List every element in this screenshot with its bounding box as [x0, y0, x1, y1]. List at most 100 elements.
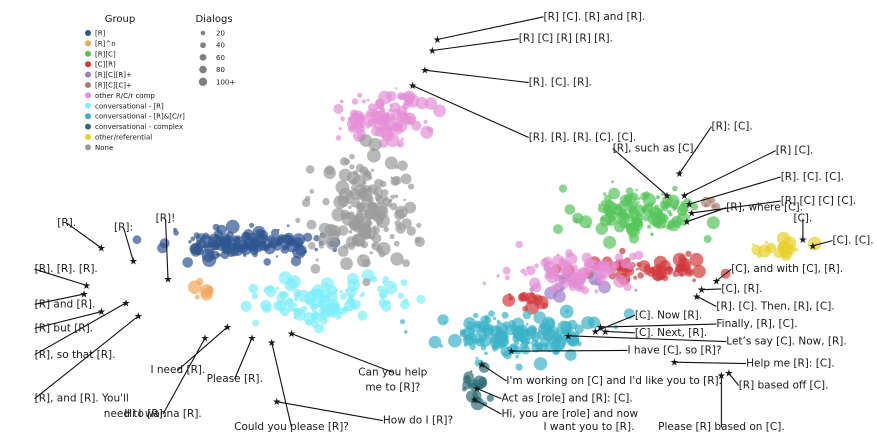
scatter-point — [547, 270, 555, 278]
annotation-star-marker: ★ — [663, 191, 672, 202]
annotation-star-marker: ★ — [134, 312, 143, 323]
scatter-point — [710, 204, 715, 208]
scatter-point — [393, 119, 401, 127]
annotation-leader — [568, 335, 727, 343]
scatter-point — [763, 248, 767, 252]
scatter-point — [492, 344, 498, 350]
scatter-point — [291, 278, 295, 282]
scatter-point — [328, 224, 333, 229]
scatter-point — [653, 216, 667, 229]
annotation-label: [R] [C] [C] [C]. — [781, 195, 856, 207]
scatter-point — [635, 188, 638, 192]
scatter-point — [659, 260, 671, 272]
scatter-point — [672, 206, 677, 211]
annotation-label: [R]! — [156, 213, 176, 225]
scatter-point — [333, 195, 348, 209]
annotation-leader — [424, 69, 529, 84]
annotation-leader — [34, 293, 85, 305]
scatter-point — [286, 224, 290, 227]
legend-size-label: 40 — [216, 42, 225, 50]
legend-size-label: 100+ — [216, 78, 235, 86]
scatter-point — [318, 222, 331, 235]
annotation-leader — [691, 200, 781, 214]
scatter-point — [224, 246, 233, 255]
scatter-point — [692, 278, 696, 283]
scatter-point — [643, 269, 650, 275]
annotation-star-marker: ★ — [687, 208, 696, 219]
annotation-leader — [34, 311, 102, 329]
scatter-point — [295, 217, 301, 223]
scatter-point — [636, 261, 642, 267]
scatter-point — [373, 117, 388, 132]
scatter-point — [400, 300, 410, 310]
scatter-point — [504, 275, 510, 281]
legend-group-label: [R] — [95, 30, 106, 38]
scatter-point — [530, 333, 537, 340]
scatter-point — [484, 351, 488, 356]
scatter-point — [581, 286, 590, 295]
scatter-point — [634, 250, 644, 260]
scatter-points — [132, 87, 822, 411]
annotation-star-marker: ★ — [675, 169, 684, 180]
scatter-point — [400, 319, 405, 325]
annotation-label: [C]. Next, [R]. — [635, 327, 707, 339]
annotation-label: [R] [C]. [R] and [R]. — [544, 11, 646, 23]
scatter-point — [501, 311, 509, 319]
scatter-point — [613, 221, 626, 233]
scatter-point — [279, 291, 288, 299]
annotation-label: I have [C], so [R]? — [628, 344, 722, 356]
scatter-point — [685, 250, 692, 257]
scatter-point — [439, 344, 444, 348]
scatter-point — [378, 298, 388, 308]
scatter-point — [340, 292, 347, 300]
scatter-point — [642, 208, 647, 213]
annotation-star-marker: ★ — [712, 277, 721, 288]
scatter-point — [339, 100, 343, 104]
scatter-point — [348, 219, 361, 231]
scatter-point — [461, 386, 467, 392]
scatter-point — [546, 327, 554, 334]
annotation-leader — [34, 268, 87, 286]
annotation-label: need to [R]. — [104, 408, 166, 420]
scatter-point — [379, 292, 386, 299]
scatter-point — [426, 126, 430, 130]
scatter-point — [603, 192, 607, 196]
scatter-point — [406, 226, 416, 236]
annotation-leader — [689, 176, 781, 205]
scatter-point — [553, 273, 563, 282]
scatter-point — [401, 218, 412, 229]
scatter-point — [366, 98, 370, 102]
scatter-point — [416, 222, 422, 228]
scatter-point — [765, 242, 777, 254]
scatter-point — [348, 205, 352, 209]
annotation-label: [R] [C] [R] [R] [R]. — [519, 33, 613, 45]
scatter-point — [374, 191, 378, 195]
annotation-label: [C]. — [793, 213, 812, 225]
scatter-point — [311, 289, 323, 301]
scatter-point — [676, 212, 690, 226]
scatter-point — [293, 288, 302, 298]
scatter-point — [395, 87, 398, 90]
annotation-label: [R]: — [114, 222, 133, 234]
scatter-point — [349, 153, 355, 160]
annotation-star-marker: ★ — [272, 397, 281, 408]
scatter-point — [374, 202, 388, 215]
annotation-label: [R]. — [57, 217, 76, 229]
scatter-point — [482, 281, 487, 286]
scatter-point — [367, 202, 378, 213]
scatter-point — [533, 357, 548, 371]
scatter-point — [525, 330, 531, 336]
annotation-leader — [66, 222, 102, 249]
annotation-label: Act as [role] and [R]: [C]. — [502, 393, 633, 405]
scatter-point — [550, 284, 559, 293]
scatter-point — [362, 258, 371, 268]
scatter-point — [284, 279, 298, 292]
annotation-label: [R]. [C]. Then, [R], [C]. — [716, 301, 834, 313]
scatter-point — [262, 245, 269, 251]
scatter-point — [595, 222, 608, 235]
annotation-label: Finally, [R], [C]. — [716, 318, 797, 330]
annotation-label: [R]. [R]. [R]. [C]. [C]. — [529, 132, 637, 144]
annotation-star-marker: ★ — [433, 35, 442, 46]
annotation-leader — [162, 337, 206, 415]
scatter-point — [466, 321, 475, 330]
